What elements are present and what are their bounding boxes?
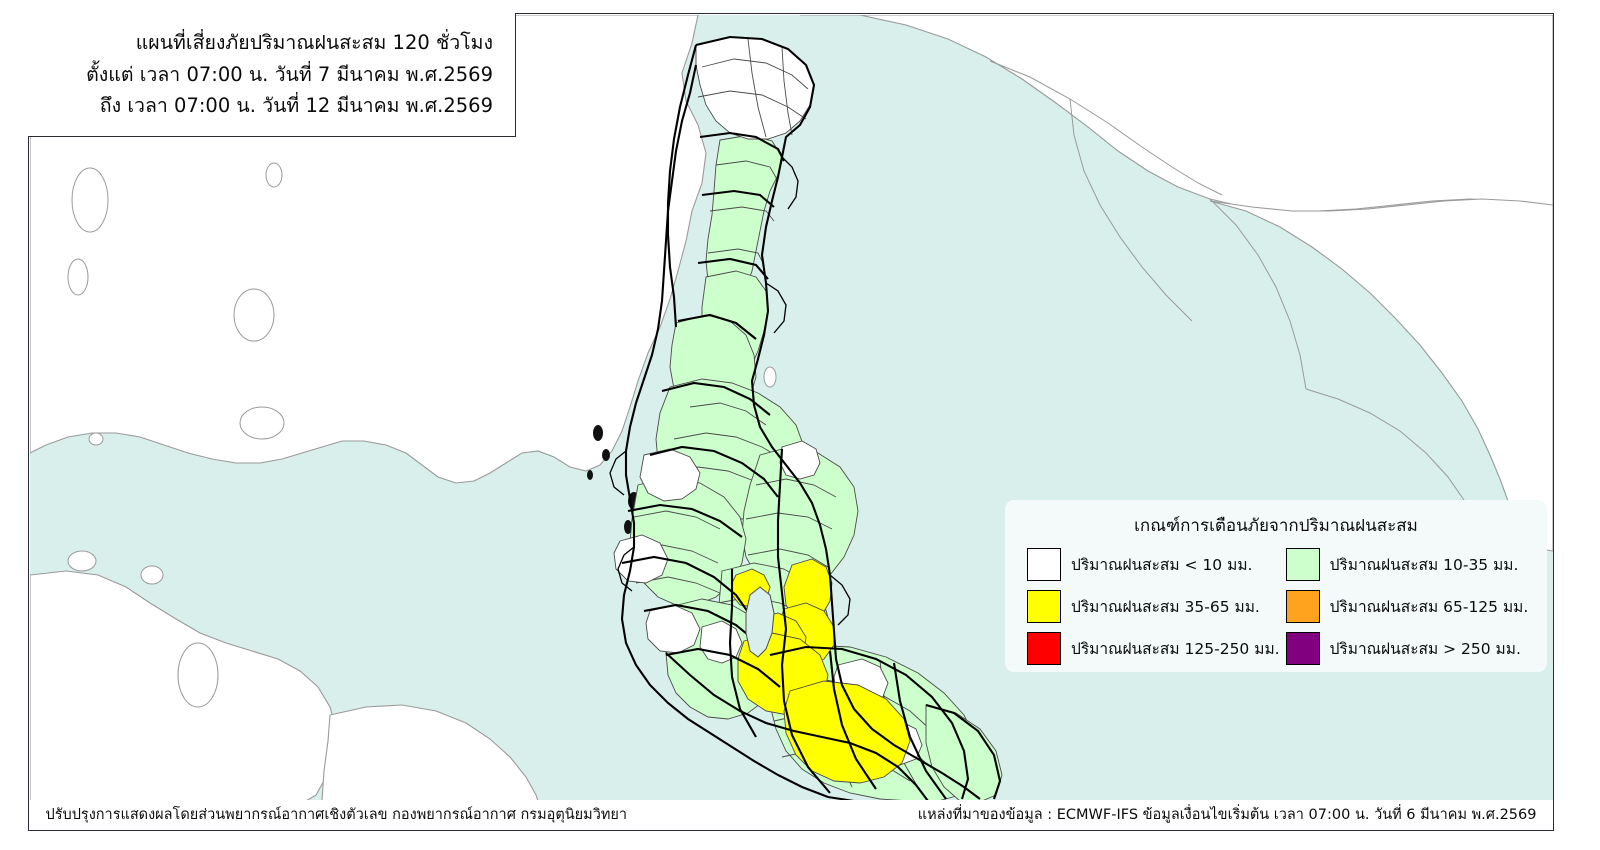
province-borders — [620, 35, 1001, 801]
inland-water — [745, 585, 775, 658]
legend-swatch-125-250 — [1027, 632, 1061, 665]
legend-item-10-35[interactable]: ปริมาณฝนสะสม 10-35 มม. — [1285, 548, 1533, 581]
legend-item-125-250[interactable]: ปริมาณฝนสะสม 125-250 มม. — [1027, 632, 1280, 665]
legend-item-35-65[interactable]: ปริมาณฝนสะสม 35-65 มม. — [1027, 590, 1280, 623]
legend-items-grid: ปริมาณฝนสะสม < 10 มม. ปริมาณฝนสะสม 10-35… — [1005, 548, 1547, 665]
legend-item-lt-10[interactable]: ปริมาณฝนสะสม < 10 มม. — [1027, 548, 1280, 581]
legend-panel: เกณฑ์การเตือนภัยจากปริมาณฝนสะสม ปริมาณฝน… — [1005, 500, 1547, 672]
coastline-detail — [608, 156, 851, 625]
legend-swatch-35-65 — [1027, 590, 1061, 623]
legend-label-lt-10: ปริมาณฝนสะสม < 10 มม. — [1071, 556, 1253, 574]
legend-label-35-65: ปริมาณฝนสะสม 35-65 มม. — [1071, 598, 1260, 616]
title-line-3: ถึง เวลา 07:00 น. วันที่ 12 มีนาคม พ.ศ.2… — [99, 94, 493, 118]
legend-label-gt-250: ปริมาณฝนสะสม > 250 มม. — [1329, 640, 1521, 658]
legend-swatch-gt-250 — [1285, 632, 1320, 665]
legend-swatch-10-35 — [1285, 548, 1320, 581]
legend-item-gt-250[interactable]: ปริมาณฝนสะสม > 250 มม. — [1285, 632, 1533, 665]
legend-label-65-125: ปริมาณฝนสะสม 65-125 มม. — [1329, 598, 1529, 616]
offshore-islands-group — [67, 162, 776, 707]
legend-label-10-35: ปริมาณฝนสะสม 10-35 มม. — [1329, 556, 1519, 574]
title-line-1: แผนที่เสี่ยงภัยปริมาณฝนสะสม 120 ชั่วโมง — [135, 31, 493, 55]
legend-label-125-250: ปริมาณฝนสะสม 125-250 มม. — [1071, 640, 1280, 658]
legend-item-65-125[interactable]: ปริมาณฝนสะสม 65-125 มม. — [1285, 590, 1533, 623]
map-title-panel: แผนที่เสี่ยงภัยปริมาณฝนสะสม 120 ชั่วโมง … — [28, 13, 516, 137]
footer-bar: ปรับปรุงการแสดงผลโดยส่วนพยากรณ์อากาศเชิง… — [29, 800, 1553, 830]
legend-swatch-lt-10 — [1027, 548, 1061, 581]
footer-credit-left: ปรับปรุงการแสดงผลโดยส่วนพยากรณ์อากาศเชิง… — [45, 807, 628, 824]
title-line-2: ตั้งแต่ เวลา 07:00 น. วันที่ 7 มีนาคม พ.… — [86, 62, 493, 86]
legend-swatch-65-125 — [1285, 590, 1320, 623]
footer-source-right: แหล่งที่มาของข้อมูล : ECMWF-IFS ข้อมูลเง… — [917, 807, 1537, 824]
legend-heading: เกณฑ์การเตือนภัยจากปริมาณฝนสะสม — [1134, 516, 1418, 536]
